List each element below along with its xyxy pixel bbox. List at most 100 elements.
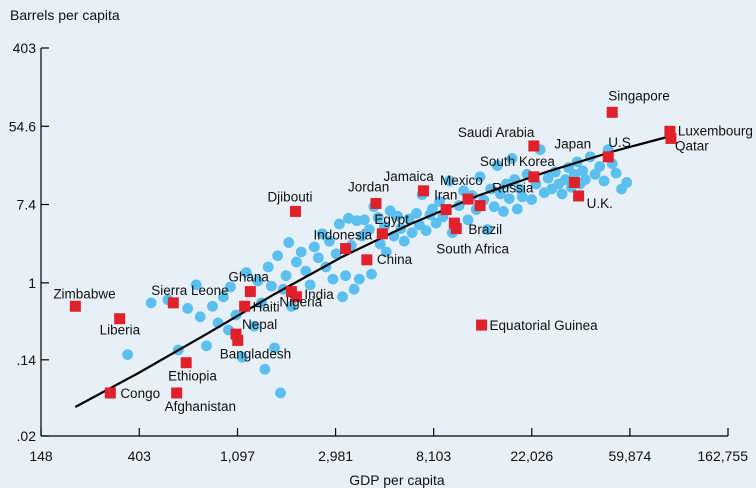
country-dot bbox=[343, 212, 354, 224]
highlight-marker bbox=[462, 193, 474, 205]
country-label: Bangladesh bbox=[220, 346, 291, 361]
x-tick-label: 2,981 bbox=[318, 448, 353, 464]
highlight-marker bbox=[340, 243, 352, 255]
highlight-marker bbox=[573, 190, 585, 202]
country-label: Japan bbox=[554, 136, 591, 151]
highlight-marker bbox=[602, 151, 614, 163]
country-dot bbox=[356, 230, 368, 242]
x-axis-title: GDP per capita bbox=[349, 472, 445, 488]
country-dot bbox=[359, 214, 370, 226]
country-label: South Korea bbox=[480, 154, 556, 169]
country-dot bbox=[291, 256, 302, 268]
country-dot bbox=[354, 273, 365, 285]
country-dot bbox=[194, 311, 206, 323]
highlight-marker bbox=[114, 313, 126, 325]
country-label: Afghanistan bbox=[165, 399, 236, 414]
country-dot bbox=[207, 300, 218, 312]
highlight-marker bbox=[167, 297, 179, 309]
country-dot bbox=[348, 283, 360, 295]
y-tick-label: 7.4 bbox=[17, 196, 37, 212]
country-dot bbox=[495, 188, 506, 200]
country-dot bbox=[542, 172, 554, 184]
highlight-marker bbox=[664, 125, 676, 137]
highlight-marker bbox=[568, 176, 580, 188]
x-ticks: 148 403 1,097 2,981 8,103 22,026 59,874 162,755 bbox=[29, 428, 748, 464]
country-dot bbox=[240, 267, 252, 278]
country-dot bbox=[556, 188, 568, 200]
country-dot bbox=[488, 201, 500, 213]
country-dot bbox=[295, 246, 307, 258]
country-dot bbox=[190, 279, 202, 291]
country-dot bbox=[252, 275, 264, 287]
country-dot bbox=[526, 194, 538, 205]
highlight-marker bbox=[232, 334, 244, 346]
highlight-marker bbox=[474, 200, 486, 212]
fit-line bbox=[74, 136, 666, 408]
country-dot bbox=[266, 280, 277, 292]
highlight-marker bbox=[528, 140, 540, 152]
country-dot bbox=[308, 241, 320, 253]
country-dot bbox=[594, 161, 606, 172]
highlight-marker bbox=[180, 357, 192, 369]
country-dot bbox=[236, 351, 248, 363]
country-label: U.S. bbox=[608, 135, 634, 150]
country-dot bbox=[312, 252, 324, 264]
country-label: Indonesia bbox=[314, 228, 373, 243]
country-dot bbox=[559, 174, 571, 185]
y-axis-title: Barrels per capita bbox=[10, 7, 120, 23]
country-dot bbox=[316, 228, 328, 240]
y-tick-label: 54.6 bbox=[9, 118, 36, 134]
highlight-marker bbox=[606, 106, 618, 118]
y-tick-label: .02 bbox=[17, 428, 37, 444]
country-label: Congo bbox=[120, 386, 160, 401]
country-label: Brazil bbox=[468, 222, 502, 237]
x-tick-label: 148 bbox=[29, 448, 53, 464]
highlight-marker bbox=[104, 387, 116, 399]
country-label: South Africa bbox=[436, 242, 509, 257]
y-ticks: .02 .14 1 7.4 54.6 403 bbox=[9, 40, 49, 444]
country-dot bbox=[481, 224, 493, 235]
country-dot bbox=[621, 177, 633, 188]
country-dot bbox=[275, 387, 286, 399]
x-tick-label: 403 bbox=[128, 448, 152, 464]
country-label: Nepal bbox=[242, 317, 277, 332]
country-dot bbox=[577, 165, 589, 177]
country-dot bbox=[374, 238, 386, 250]
country-label: China bbox=[377, 252, 413, 267]
country-label: Nigeria bbox=[279, 295, 322, 310]
country-dot bbox=[280, 270, 292, 282]
country-dot bbox=[337, 291, 348, 303]
country-label: Liberia bbox=[100, 323, 141, 338]
country-dot bbox=[491, 160, 503, 171]
country-label: Ghana bbox=[228, 270, 269, 285]
country-dot bbox=[506, 153, 518, 164]
country-label: India bbox=[304, 287, 334, 302]
country-label: Qatar bbox=[675, 138, 709, 153]
highlight-marker bbox=[239, 300, 251, 312]
country-dot bbox=[462, 214, 474, 226]
country-dot bbox=[182, 303, 194, 314]
country-dot bbox=[398, 235, 410, 247]
country-dot bbox=[145, 297, 157, 309]
country-label: Luxembourg bbox=[678, 123, 753, 138]
country-label: Jamaica bbox=[383, 169, 434, 184]
country-dot bbox=[474, 171, 486, 183]
highlight-marker bbox=[361, 254, 373, 266]
country-label: Iran bbox=[434, 188, 457, 203]
country-label: Saudi Arabia bbox=[458, 125, 535, 140]
country-dot bbox=[458, 185, 470, 197]
highlight-marker bbox=[285, 286, 297, 298]
country-label: Jordan bbox=[348, 179, 389, 194]
y-tick-label: 1 bbox=[28, 275, 36, 291]
country-dot bbox=[304, 279, 316, 291]
country-dot bbox=[498, 206, 509, 217]
country-dot bbox=[503, 193, 515, 205]
country-dot bbox=[340, 270, 351, 282]
country-dot bbox=[427, 203, 438, 215]
highlight-marker bbox=[230, 328, 242, 340]
country-dot bbox=[411, 207, 422, 219]
country-dot bbox=[366, 268, 377, 280]
country-dot bbox=[285, 300, 297, 312]
highlight-marker bbox=[69, 300, 81, 312]
